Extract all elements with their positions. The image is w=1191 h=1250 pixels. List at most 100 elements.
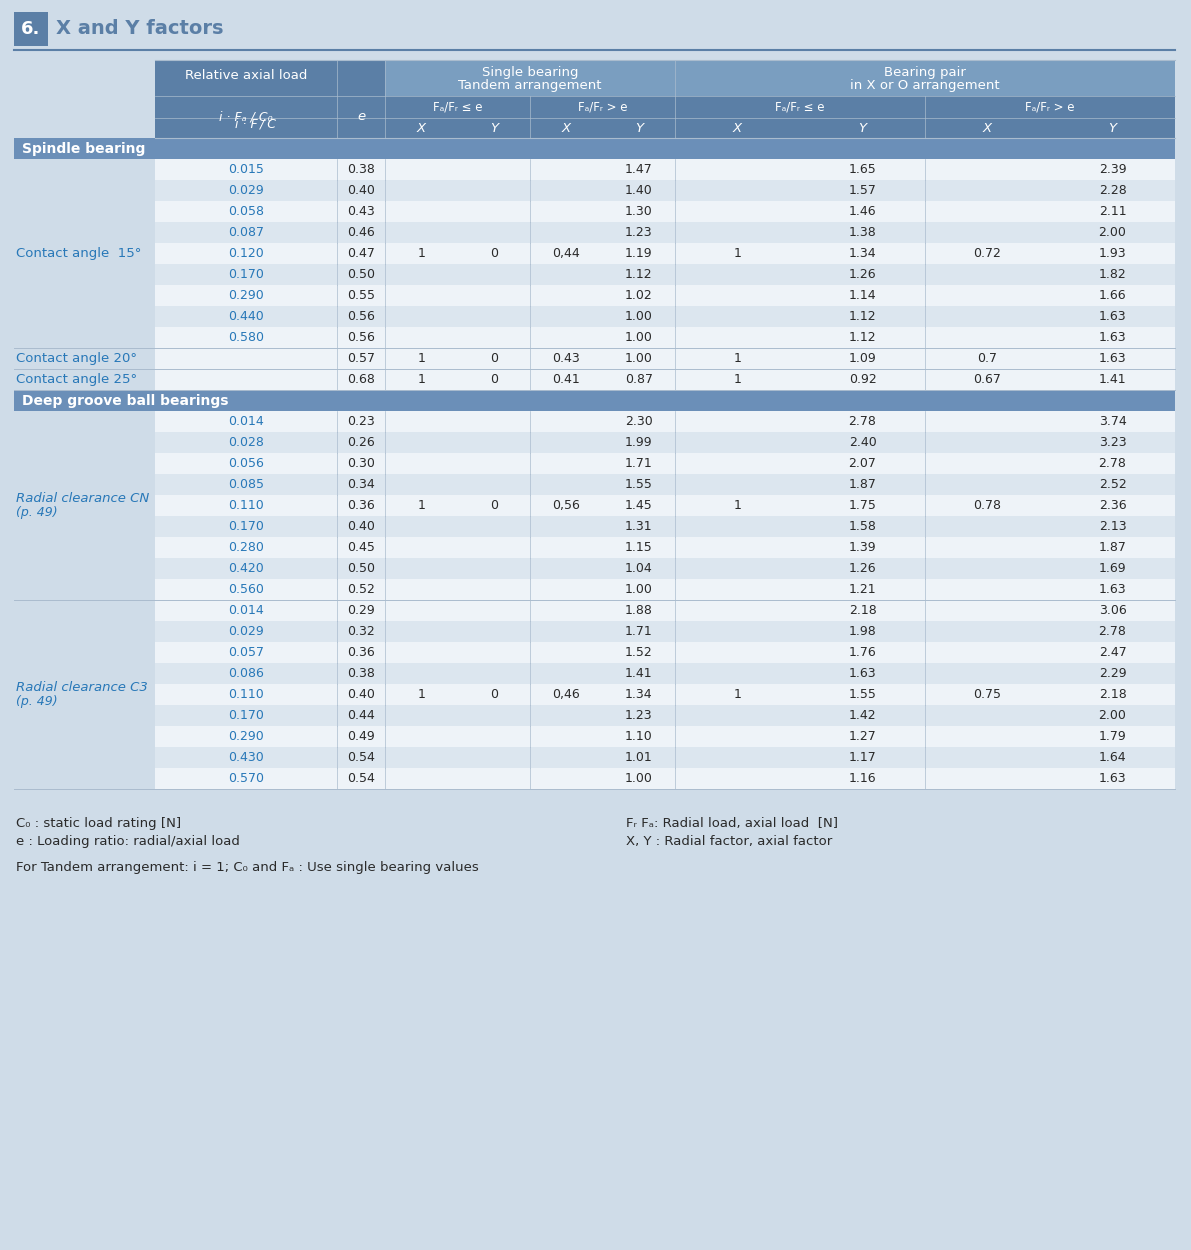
Bar <box>14 242 155 264</box>
Text: 2.78: 2.78 <box>1098 458 1127 470</box>
Text: 0.38: 0.38 <box>347 668 375 680</box>
Text: 1.09: 1.09 <box>849 352 877 365</box>
Text: i · F: i · F <box>235 118 257 130</box>
Text: 0.43: 0.43 <box>553 352 580 365</box>
Bar <box>675 60 1176 96</box>
Text: Y: Y <box>490 121 498 135</box>
Text: 0.430: 0.430 <box>229 751 264 764</box>
Text: 0.014: 0.014 <box>229 604 264 618</box>
Text: 0.72: 0.72 <box>973 248 1002 260</box>
Text: C₀ : static load rating [N]: C₀ : static load rating [N] <box>15 818 181 830</box>
Text: 2.00: 2.00 <box>1098 709 1127 722</box>
Text: 0.110: 0.110 <box>229 688 264 701</box>
Text: 1.39: 1.39 <box>849 541 877 554</box>
Bar <box>155 621 1176 642</box>
Text: 0.49: 0.49 <box>347 730 375 742</box>
Text: Spindle bearing: Spindle bearing <box>21 141 145 155</box>
Text: 0.015: 0.015 <box>227 162 264 176</box>
Text: 1.69: 1.69 <box>1098 562 1127 575</box>
Text: X: X <box>562 121 570 135</box>
Text: 1.87: 1.87 <box>1098 541 1127 554</box>
Text: 0.085: 0.085 <box>227 478 264 491</box>
Text: 1.63: 1.63 <box>1098 772 1127 785</box>
Text: 1.15: 1.15 <box>625 541 653 554</box>
Text: 1.12: 1.12 <box>849 310 877 322</box>
Bar <box>155 348 1176 369</box>
Text: 0.50: 0.50 <box>347 562 375 575</box>
Text: 0.32: 0.32 <box>347 625 375 638</box>
Text: 2.36: 2.36 <box>1098 499 1127 512</box>
Text: 1.26: 1.26 <box>849 268 877 281</box>
Text: 1.99: 1.99 <box>625 436 653 449</box>
Text: 1.16: 1.16 <box>849 772 877 785</box>
Text: 1.63: 1.63 <box>1098 582 1127 596</box>
Text: 1: 1 <box>417 688 425 701</box>
Bar <box>14 432 155 452</box>
Text: 1: 1 <box>734 688 742 701</box>
Text: 1.31: 1.31 <box>625 520 653 532</box>
Text: 1.17: 1.17 <box>849 751 877 764</box>
Bar <box>155 726 1176 748</box>
Text: 2.18: 2.18 <box>1098 688 1127 701</box>
Bar <box>14 705 155 726</box>
Text: 1.30: 1.30 <box>625 205 653 217</box>
Text: 0.67: 0.67 <box>973 372 1002 386</box>
Text: 0.420: 0.420 <box>229 562 264 575</box>
Bar <box>155 60 385 138</box>
Text: 1.88: 1.88 <box>625 604 653 618</box>
Bar <box>155 369 1176 390</box>
Text: 1.65: 1.65 <box>849 162 877 176</box>
Text: 0.68: 0.68 <box>347 372 375 386</box>
Text: 0.26: 0.26 <box>347 436 375 449</box>
Bar <box>14 306 155 328</box>
Text: Fₐ/Fᵣ > e: Fₐ/Fᵣ > e <box>1025 100 1074 114</box>
Text: 0.57: 0.57 <box>347 352 375 365</box>
Bar <box>155 684 1176 705</box>
Text: (p. 49): (p. 49) <box>15 506 57 519</box>
Bar <box>155 579 1176 600</box>
Text: 0.086: 0.086 <box>227 668 264 680</box>
Text: Fₐ/Fᵣ ≤ e: Fₐ/Fᵣ ≤ e <box>775 100 824 114</box>
Bar <box>14 516 155 538</box>
Bar <box>14 621 155 642</box>
Text: 0.56: 0.56 <box>347 310 375 322</box>
Text: 1.98: 1.98 <box>849 625 877 638</box>
Text: 1.47: 1.47 <box>625 162 653 176</box>
Text: 1.23: 1.23 <box>625 709 653 722</box>
Text: 0.058: 0.058 <box>227 205 264 217</box>
Text: 2.13: 2.13 <box>1098 520 1127 532</box>
Bar <box>14 600 155 621</box>
Text: X and Y factors: X and Y factors <box>56 20 224 39</box>
Text: 1: 1 <box>417 352 425 365</box>
Text: 0.45: 0.45 <box>347 541 375 554</box>
Text: 0.028: 0.028 <box>227 436 264 449</box>
Text: 0.120: 0.120 <box>229 248 264 260</box>
Text: 1.71: 1.71 <box>625 625 653 638</box>
Bar <box>14 748 155 768</box>
Text: 3.06: 3.06 <box>1098 604 1127 618</box>
Text: 1.46: 1.46 <box>849 205 877 217</box>
Text: 1.66: 1.66 <box>1098 289 1127 302</box>
Text: 1.00: 1.00 <box>625 772 653 785</box>
Text: 0.52: 0.52 <box>347 582 375 596</box>
Text: 1.63: 1.63 <box>1098 352 1127 365</box>
Bar <box>14 390 1176 411</box>
Text: 1.10: 1.10 <box>625 730 653 742</box>
Text: 1: 1 <box>734 352 742 365</box>
Text: 1.21: 1.21 <box>849 582 877 596</box>
Text: 1.57: 1.57 <box>848 184 877 198</box>
Bar <box>14 12 48 46</box>
Text: 1.55: 1.55 <box>625 478 653 491</box>
Bar <box>14 768 155 789</box>
Text: 0: 0 <box>490 499 498 512</box>
Text: 1.93: 1.93 <box>1098 248 1127 260</box>
Text: 1: 1 <box>417 248 425 260</box>
Text: 1.02: 1.02 <box>625 289 653 302</box>
Text: 0.087: 0.087 <box>227 226 264 239</box>
Bar <box>385 96 675 118</box>
Text: 0.36: 0.36 <box>347 499 375 512</box>
Text: Radial clearance CN: Radial clearance CN <box>15 492 149 505</box>
Bar <box>14 138 1176 159</box>
Text: 0.55: 0.55 <box>347 289 375 302</box>
Bar <box>14 726 155 748</box>
